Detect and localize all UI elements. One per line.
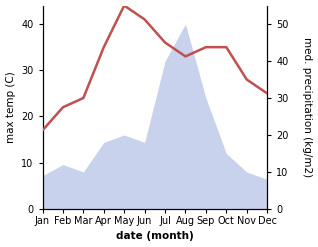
Y-axis label: med. precipitation (kg/m2): med. precipitation (kg/m2) — [302, 37, 313, 177]
Y-axis label: max temp (C): max temp (C) — [5, 71, 16, 143]
X-axis label: date (month): date (month) — [116, 231, 194, 242]
